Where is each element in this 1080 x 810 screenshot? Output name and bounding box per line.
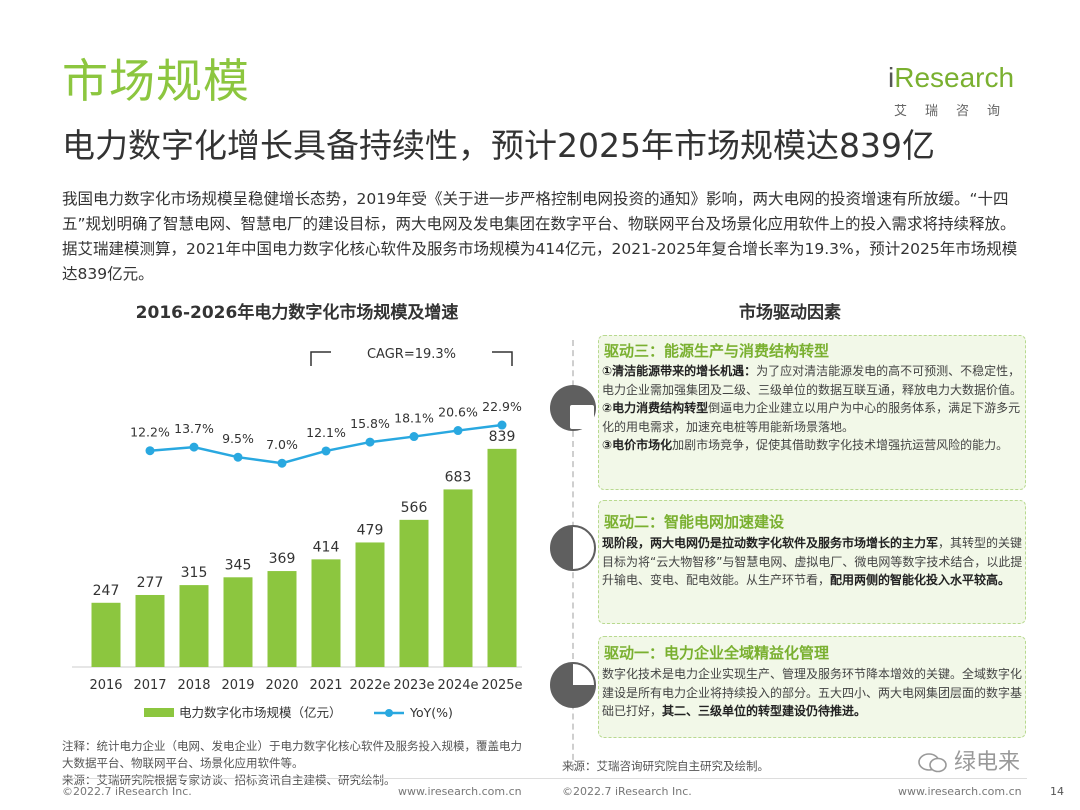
driver-1-text: 数字化技术是电力企业实现生产、管理及服务环节降本增效的关键。全域数字化建设是所有… [602,667,1023,718]
bar-value-label: 315 [181,565,208,581]
yoy-point [233,452,243,462]
wechat-icon [918,753,947,773]
page-subtitle: 电力数字化增长具备持续性，预计2025年市场规模达839亿 [62,126,935,165]
page-title: 市场规模 [62,54,250,108]
x-tick-label: 2016 [89,678,122,693]
yoy-point [145,446,155,456]
driver-3-item: ①清洁能源带来的增长机遇：为了应对清洁能源发电的高不可预测、不稳定性，电力企业需… [602,364,1023,397]
yoy-point [453,426,463,436]
logo-chinese: 艾瑞咨询 [894,104,1019,119]
driver-2-text: 现阶段，两大电网仍是拉动数字化软件及服务市场增长的主力军，其转型的关键目标为将“… [602,536,1023,587]
yoy-value-label: 20.6% [438,405,478,420]
chart-notes: 注释：统计电力企业（电网、发电企业）于电力数字化核心软件及服务投入规模，覆盖电力… [62,738,532,789]
bar-value-label: 479 [357,522,384,538]
driver-box-3 [598,335,1026,490]
driver-3-item: ③电价市场化加剧市场竞争，促使其借助数字化技术增强抗运营风险的能力。 [602,438,1009,452]
legend-line-marker [385,709,393,717]
yoy-value-label: 13.7% [174,421,214,436]
x-tick-label: 2025e [481,678,522,693]
wechat-watermark: 绿电来 [918,744,1020,776]
driver-2-title: 驱动二：智能电网加速建设 [604,513,785,531]
footer-divider [62,778,1027,779]
bar-value-label: 345 [225,557,252,573]
x-tick-label: 2018 [177,678,210,693]
bar-2021 [311,559,341,667]
bar-2020 [267,571,297,667]
x-tick-label: 2021 [309,678,342,693]
x-tick-label: 2022e [349,678,390,693]
intro-paragraph: 我国电力数字化市场规模呈稳健增长态势，2019年受《关于进一步严格控制电网投资的… [62,190,1018,283]
market-size-chart: 247 2016 277 2017 315 2018 345 2019 369 2020 414 20… [72,347,523,720]
bar-2024e [443,489,473,667]
iresearch-logo: iResearch 艾瑞咨询 [888,62,1028,120]
yoy-value-label: 12.2% [130,425,170,440]
driver-box-2 [598,500,1026,624]
x-tick-label: 2019 [221,678,254,693]
legend-bar-swatch [144,708,174,717]
bar-value-label: 369 [269,551,296,567]
pie-half-icon [550,525,596,571]
yoy-point [497,420,507,430]
yoy-point [189,442,199,452]
drivers-source: 来源：艾瑞咨询研究院自主研究及绘制。 [562,759,769,773]
drivers-title: 市场驱动因素 [739,303,841,323]
pie-three-quarter-icon [550,385,596,431]
yoy-point [365,437,375,447]
legend-line-label: YoY(%) [409,705,453,720]
yoy-value-label: 9.5% [222,431,254,446]
footer-copyright-right: ©2022.7 iResearch Inc. [562,785,692,798]
bar-2018 [179,585,209,667]
page-number: 14 [1050,785,1064,798]
yoy-point [277,458,287,468]
logo-brand-rest: Research [894,62,1015,93]
x-tick-label: 2017 [133,678,166,693]
driver-box-1 [598,636,1026,738]
chart-note: 注释：统计电力企业（电网、发电企业）于电力数字化核心软件及服务投入规模，覆盖电力… [62,739,522,770]
bar-value-label: 414 [313,539,340,555]
chart-title: 2016-2026年电力数字化市场规模及增速 [135,303,459,323]
bar-2016 [91,602,121,667]
yoy-point [321,446,331,456]
yoy-value-label: 15.8% [350,416,390,431]
bar-value-label: 683 [445,469,472,485]
pie-quarter-icon [550,662,596,708]
bar-value-label: 566 [401,500,428,516]
legend-bar-label: 电力数字化市场规模（亿元） [179,705,342,720]
footer-copyright-left: ©2022.7 iResearch Inc. [62,785,192,798]
yoy-value-label: 12.1% [306,425,346,440]
bar-2023e [399,519,429,667]
footer-url-right[interactable]: www.iresearch.com.cn [898,785,1022,798]
footer-url-left[interactable]: www.iresearch.com.cn [398,785,522,798]
driver-3-title: 驱动三：能源生产与消费结构转型 [604,342,830,360]
bar-2017 [135,594,165,667]
x-tick-label: 2020 [265,678,298,693]
bar-2025e [487,448,517,667]
bar-value-label: 277 [137,575,164,591]
bar-2022e [355,542,385,667]
yoy-value-label: 18.1% [394,411,434,426]
driver-3-item: ②电力消费结构转型倒逼电力企业建立以用户为中心的服务体系，满足下游多元化的用电需… [602,401,1021,434]
watermark-text: 绿电来 [954,750,1021,775]
cagr-bracket-right [492,351,513,366]
logo-brand-i: i [888,62,895,93]
bar-value-label: 247 [93,583,120,599]
yoy-value-label: 7.0% [266,437,298,452]
chart-source: 来源：艾瑞研究院根据专家访谈、招标资讯自主建模、研究绘制。 [62,773,396,787]
driver-1-title: 驱动一：电力企业全域精益化管理 [604,644,830,662]
x-tick-label: 2024e [437,678,478,693]
cagr-bracket-left [310,351,331,366]
bar-2019 [223,577,253,667]
bar-value-label: 839 [489,429,516,445]
yoy-point [409,432,419,442]
x-tick-label: 2023e [393,678,434,693]
yoy-value-label: 22.9% [482,399,522,414]
cagr-annotation: CAGR=19.3% [367,347,456,362]
driver-3-text: ①清洁能源带来的增长机遇：为了应对清洁能源发电的高不可预测、不稳定性，电力企业需… [602,362,1024,455]
